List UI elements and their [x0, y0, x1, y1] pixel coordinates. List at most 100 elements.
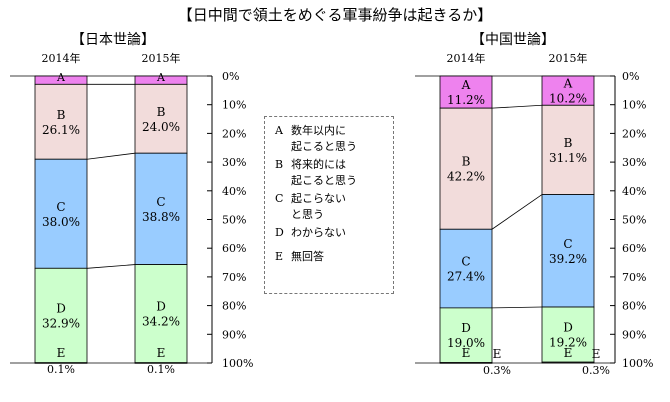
china-category-label: 2014年 [447, 51, 486, 65]
legend-item-B: B 将来的には 起こると思う [275, 157, 357, 189]
china-category-label: 2015年 [549, 51, 588, 65]
china-bar-segment-A [439, 75, 493, 109]
legend-key: B [275, 158, 284, 171]
legend-text: 将来的には 起こると思う [291, 158, 357, 187]
japan-y-tick-label: 10% [222, 99, 246, 112]
china-connector-line [491, 306, 543, 309]
japan-value-label: 32.9% [42, 317, 80, 331]
china-connector-line [491, 194, 543, 230]
china-series-letter: C [461, 255, 470, 269]
japan-series-letter: B [57, 108, 66, 122]
japan-value-label-E: 0.1% [47, 363, 75, 376]
japan-bar-segment-D [34, 267, 88, 364]
china-y-tick-label: 0% [622, 70, 639, 83]
japan-series-letter: C [56, 200, 65, 214]
japan-y-tick-label: 40% [222, 185, 246, 198]
legend-text: 無回答 [291, 250, 324, 263]
japan-bar-segment-E [34, 362, 88, 364]
china-value-label: 39.2% [549, 252, 587, 266]
japan-y-tick-label: 80% [222, 300, 246, 313]
japan-connector-line [86, 264, 136, 269]
japan-series-letter: D [156, 300, 166, 314]
legend-text: 数年以内に 起こると思う [291, 124, 357, 153]
china-y-tick-label: 60% [622, 242, 646, 255]
china-value-label: 10.2% [549, 92, 587, 106]
china-value-label-E: 0.3% [483, 364, 511, 377]
legend-key: A [275, 124, 283, 137]
japan-y-tick-label: 50% [222, 214, 246, 227]
japan-chart-title: 【日本世論】 [71, 32, 155, 48]
china-bar-segment-A [541, 75, 595, 106]
china-value-label: 27.4% [447, 270, 485, 284]
china-y-tick-label: 10% [622, 99, 646, 112]
china-series-letter-E-outside: E [592, 347, 601, 361]
china-value-label: 31.1% [549, 151, 587, 165]
china-y-tick-label: 20% [622, 127, 646, 140]
china-value-label: 19.0% [447, 336, 485, 350]
japan-bar-segment-D [134, 264, 188, 364]
china-value-label: 19.2% [549, 336, 587, 350]
japan-chart: 【日本世論】 0% 10% 20% 30% 40% 50% 60% 70% 80% 90% 100% 2… [10, 32, 253, 376]
china-series-letter: A [563, 77, 573, 91]
china-series-letter: B [462, 155, 471, 169]
japan-bar-segment-E [134, 362, 188, 364]
japan-series-letter: D [56, 302, 66, 316]
japan-bar-segment-B [134, 83, 188, 154]
japan-value-label: 38.8% [142, 210, 180, 224]
japan-series-letter: C [156, 195, 165, 209]
china-y-tick-label: 100% [622, 357, 653, 370]
china-chart: 【中国世論】 0% 10% 20% 30% 40% 50% 60% 70% 80% 90% 100% 2… [415, 32, 653, 377]
legend-key: D [275, 226, 284, 239]
china-series-letter: C [563, 237, 572, 251]
japan-series-letter: B [157, 105, 166, 119]
china-y-tick-label: 70% [622, 271, 646, 284]
japan-bar-segment-B [34, 83, 88, 160]
legend-item-C: C 起こらない と思う [275, 191, 346, 223]
japan-bar-segment-C [34, 158, 88, 269]
japan-connector-line [86, 152, 136, 160]
china-bar-segment-C [541, 194, 595, 308]
japan-y-tick-label: 60% [222, 242, 246, 255]
china-series-letter: B [564, 136, 573, 150]
china-y-tick-label: 40% [622, 185, 646, 198]
japan-y-tick-label: 20% [222, 127, 246, 140]
legend-key: E [275, 250, 284, 263]
china-y-tick-label: 80% [622, 300, 646, 313]
japan-y-tick-label: 90% [222, 328, 246, 341]
china-bar-segment-D [541, 306, 595, 363]
japan-series-letter: A [56, 71, 66, 84]
china-bar-segment-E [439, 362, 493, 364]
legend-item-D: D わからない [275, 225, 346, 241]
china-series-letter-E-outside: E [493, 347, 502, 361]
china-y-tick-label: 30% [622, 156, 646, 169]
japan-value-label: 24.0% [142, 120, 180, 134]
china-series-letter: A [461, 78, 471, 92]
china-series-letter: D [563, 321, 573, 335]
japan-category-label: 2014年 [42, 51, 81, 65]
japan-y-tick-label: 100% [222, 357, 253, 370]
japan-series-letter: E [157, 346, 166, 360]
china-connector-line [491, 104, 543, 109]
legend: A 数年以内に 起こると思う B 将来的には 起こると思う C 起こらない と思う D わから… [264, 116, 394, 294]
japan-value-label: 38.0% [42, 215, 80, 229]
japan-category-label: 2015年 [142, 51, 181, 65]
china-value-label-E: 0.3% [582, 364, 610, 377]
china-bar-segment-E [541, 361, 595, 364]
japan-bar-segment-C [134, 152, 188, 265]
china-series-letter: D [461, 321, 471, 335]
japan-value-label: 26.1% [42, 123, 80, 137]
japan-value-label: 34.2% [142, 315, 180, 329]
china-bar-segment-D [439, 307, 493, 363]
legend-text: わからない [291, 226, 346, 239]
legend-item-E: E 無回答 [275, 249, 324, 265]
japan-y-tick-label: 0% [222, 70, 239, 83]
china-bar-segment-B [541, 104, 595, 195]
china-chart-title: 【中国世論】 [471, 32, 555, 48]
china-value-label: 42.2% [447, 170, 485, 184]
legend-key: C [275, 192, 284, 205]
china-series-letter: E [564, 346, 573, 360]
main-title: 【日中間で領土をめぐる軍事紛争は起きるか】 [178, 6, 492, 24]
china-series-letter: E [462, 346, 471, 360]
china-value-label: 11.2% [447, 93, 485, 107]
